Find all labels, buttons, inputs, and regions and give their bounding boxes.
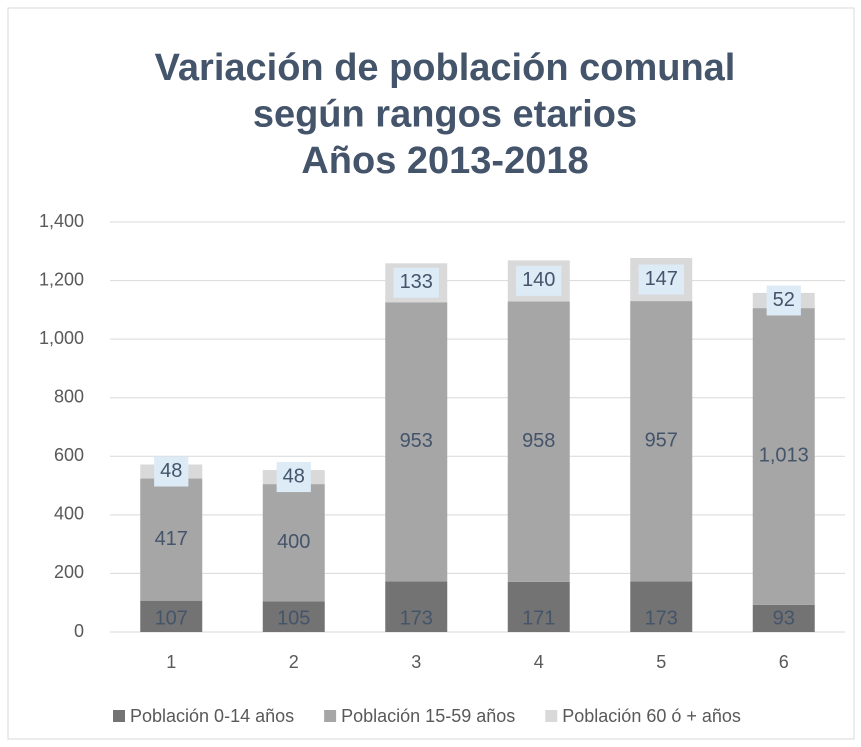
data-label: 107 bbox=[155, 607, 188, 629]
x-tick-label: 5 bbox=[656, 652, 666, 672]
data-label: 1,013 bbox=[759, 445, 809, 467]
data-label: 958 bbox=[522, 430, 555, 452]
label-box bbox=[393, 267, 439, 298]
data-label: 147 bbox=[645, 268, 678, 290]
legend-marker bbox=[324, 710, 337, 722]
bar-segment bbox=[630, 581, 693, 632]
data-label: 171 bbox=[522, 607, 555, 629]
y-tick-label: 200 bbox=[54, 562, 84, 582]
data-label: 953 bbox=[400, 430, 433, 452]
bar-segment bbox=[507, 301, 570, 582]
data-label: 52 bbox=[773, 289, 795, 311]
x-tick-label: 3 bbox=[411, 652, 421, 672]
data-label: 105 bbox=[277, 607, 310, 629]
chart-title: según rangos etarios bbox=[253, 94, 637, 136]
bar-segment bbox=[752, 604, 815, 632]
y-tick-label: 1,400 bbox=[39, 211, 84, 231]
data-label: 140 bbox=[522, 269, 555, 291]
legend-label: Población 60 ó + años bbox=[562, 706, 741, 726]
chart-title: Variación de población comunal bbox=[155, 47, 736, 89]
data-label: 417 bbox=[155, 528, 188, 550]
x-tick-label: 4 bbox=[534, 652, 544, 672]
x-tick-label: 6 bbox=[779, 652, 789, 672]
bar-segment bbox=[140, 478, 203, 601]
label-box bbox=[638, 264, 684, 295]
bar-segment bbox=[262, 484, 325, 602]
legend-marker bbox=[113, 710, 125, 722]
data-label: 173 bbox=[645, 607, 678, 629]
y-tick-label: 0 bbox=[74, 621, 84, 641]
y-tick-label: 400 bbox=[54, 504, 84, 524]
legend-label: Población 0-14 años bbox=[130, 706, 294, 726]
data-label: 93 bbox=[773, 607, 795, 629]
bar-segment bbox=[385, 302, 448, 582]
data-label: 173 bbox=[400, 607, 433, 629]
bar-segment bbox=[507, 581, 570, 632]
bar-segment bbox=[630, 301, 693, 582]
bar-segment bbox=[385, 581, 448, 632]
data-label: 48 bbox=[160, 460, 182, 482]
y-tick-label: 600 bbox=[54, 445, 84, 465]
bar-segment bbox=[140, 600, 203, 632]
legend-marker bbox=[545, 710, 558, 722]
x-tick-label: 2 bbox=[289, 652, 299, 672]
bar-segment bbox=[752, 308, 815, 605]
y-tick-label: 1,200 bbox=[39, 269, 84, 289]
label-box bbox=[154, 456, 189, 487]
data-label: 400 bbox=[277, 531, 310, 553]
data-label: 48 bbox=[283, 465, 305, 487]
bar-segment bbox=[262, 601, 325, 632]
legend-label: Población 15-59 años bbox=[341, 706, 515, 726]
chart-title: Años 2013-2018 bbox=[301, 140, 588, 182]
label-box bbox=[516, 265, 562, 296]
x-tick-label: 1 bbox=[166, 652, 176, 672]
data-label: 133 bbox=[400, 271, 433, 293]
label-box bbox=[766, 285, 801, 316]
label-box bbox=[276, 462, 311, 493]
y-tick-label: 1,000 bbox=[39, 328, 84, 348]
data-label: 957 bbox=[645, 429, 678, 451]
y-tick-label: 800 bbox=[54, 386, 84, 406]
